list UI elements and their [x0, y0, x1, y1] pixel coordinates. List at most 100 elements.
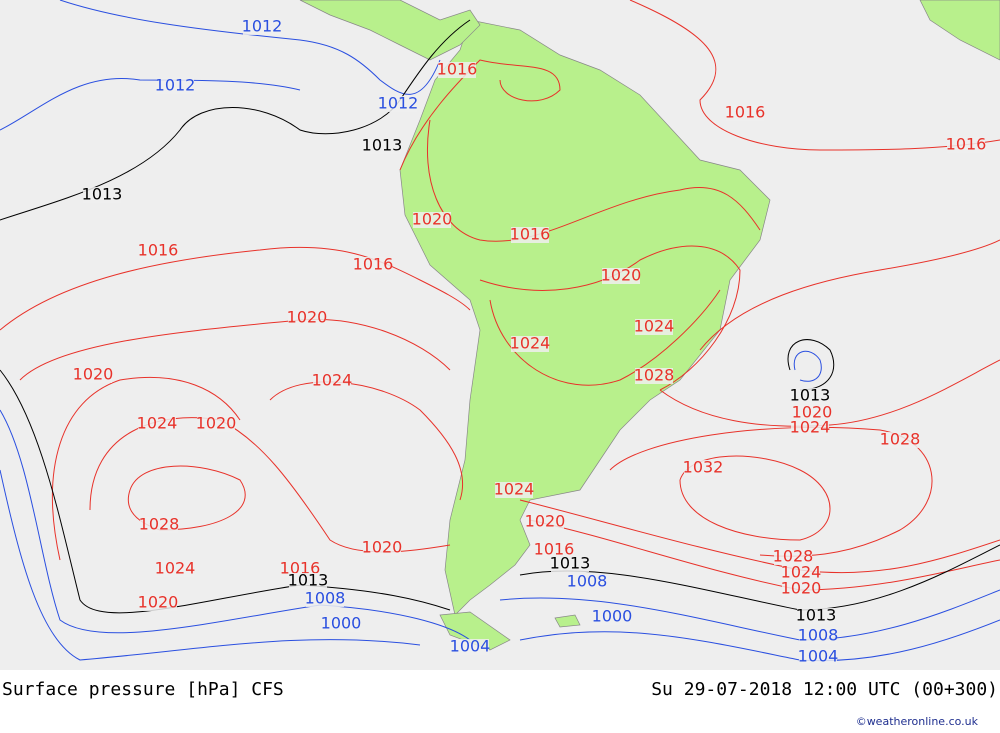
isobar-label: 1020 — [196, 414, 237, 433]
label-bg — [799, 649, 837, 665]
isobar-label: 1024 — [155, 559, 196, 578]
isobar-label: 1028 — [634, 366, 675, 385]
label-bg — [74, 367, 112, 383]
isobar-label: 1012 — [378, 94, 419, 113]
isobar-label: 1028 — [773, 547, 814, 566]
label-bg — [139, 595, 177, 611]
isobar-label: 1012 — [242, 17, 283, 36]
label-bg — [511, 336, 549, 352]
isobar-label: 1016 — [946, 135, 987, 154]
label-bg — [495, 482, 533, 498]
isobar-label: 1013 — [82, 185, 123, 204]
label-bg — [288, 310, 326, 326]
label-bg — [511, 227, 549, 243]
isobar-label: 1020 — [138, 593, 179, 612]
isobar-label: 1024 — [312, 371, 353, 390]
isobar-label: 1024 — [781, 563, 822, 582]
label-bg — [774, 549, 812, 565]
label-bg — [635, 368, 673, 384]
isobar-label: 1024 — [510, 334, 551, 353]
label-bg — [313, 373, 351, 389]
isobar-label: 1020 — [601, 266, 642, 285]
label-bg — [551, 556, 589, 572]
label-bg — [139, 243, 177, 259]
label-bg — [791, 388, 829, 404]
label-bg — [602, 268, 640, 284]
isobar-label: 1008 — [798, 626, 839, 645]
isobar-label: 1016 — [138, 241, 179, 260]
isobar-label: 1020 — [792, 403, 833, 422]
label-bg — [413, 212, 451, 228]
isobar-label: 1024 — [494, 480, 535, 499]
isobar-label: 1008 — [567, 572, 608, 591]
label-bg — [782, 565, 820, 581]
label-bg — [568, 574, 606, 590]
isobar-label: 1000 — [321, 614, 362, 633]
label-bg — [438, 62, 476, 78]
label-bg — [363, 138, 401, 154]
isobar-label: 1016 — [510, 225, 551, 244]
label-bg — [881, 432, 919, 448]
label-bg — [799, 628, 837, 644]
isobar-label: 1020 — [781, 579, 822, 598]
map-title: Surface pressure [hPa] CFS — [2, 679, 284, 700]
label-bg — [156, 561, 194, 577]
label-bg — [947, 137, 985, 153]
isobar-label: 1013 — [362, 136, 403, 155]
isobar-label: 1016 — [725, 103, 766, 122]
label-bg — [140, 517, 178, 533]
isobar-label: 1012 — [155, 76, 196, 95]
isobar-labels: 1012101210121013101310161016101610201016… — [73, 17, 987, 666]
label-bg — [354, 257, 392, 273]
label-bg — [306, 591, 344, 607]
label-bg — [322, 616, 360, 632]
map-datetime: Su 29-07-2018 12:00 UTC (00+300) — [651, 679, 998, 700]
credit: ©weatheronline.co.uk — [856, 715, 979, 728]
isobar-label: 1028 — [880, 430, 921, 449]
isobar-label: 1013 — [790, 386, 831, 405]
isobar-label: 1024 — [634, 317, 675, 336]
isobar-label: 1020 — [525, 512, 566, 531]
label-bg — [535, 542, 573, 558]
footer-bg — [0, 670, 1000, 733]
isobar-label: 1016 — [280, 559, 321, 578]
isobar-label: 1024 — [137, 414, 178, 433]
isobar-label: 1004 — [798, 647, 839, 666]
isobar-label: 1016 — [437, 60, 478, 79]
isobar-label: 1004 — [450, 637, 491, 656]
label-bg — [363, 540, 401, 556]
isobar-label: 1008 — [305, 589, 346, 608]
isobar-label: 1016 — [534, 540, 575, 559]
label-bg — [635, 319, 673, 335]
isobar-label: 1020 — [73, 365, 114, 384]
isobar-label: 1020 — [412, 210, 453, 229]
isobar-label: 1020 — [287, 308, 328, 327]
isobar-label: 1013 — [796, 606, 837, 625]
label-bg — [797, 608, 835, 624]
label-bg — [684, 460, 722, 476]
label-bg — [156, 78, 194, 94]
label-bg — [793, 405, 831, 421]
isobar-label: 1013 — [550, 554, 591, 573]
label-bg — [289, 573, 327, 589]
isobars — [0, 0, 1000, 662]
label-bg — [197, 416, 235, 432]
label-bg — [379, 96, 417, 112]
isobar-label: 1020 — [362, 538, 403, 557]
label-bg — [83, 187, 121, 203]
isobar-label: 1013 — [288, 571, 329, 590]
label-bg — [243, 19, 281, 35]
isobar-label: 1016 — [353, 255, 394, 274]
label-bg — [726, 105, 764, 121]
label-bg — [138, 416, 176, 432]
label-bg — [782, 581, 820, 597]
land — [299, 0, 1000, 651]
isobar-label: 1024 — [790, 418, 831, 437]
isobar-label: 1028 — [139, 515, 180, 534]
label-bg — [593, 609, 631, 625]
isobar-label: 1000 — [592, 607, 633, 626]
label-bg — [451, 639, 489, 655]
label-bg — [526, 514, 564, 530]
isobar-label: 1032 — [683, 458, 724, 477]
